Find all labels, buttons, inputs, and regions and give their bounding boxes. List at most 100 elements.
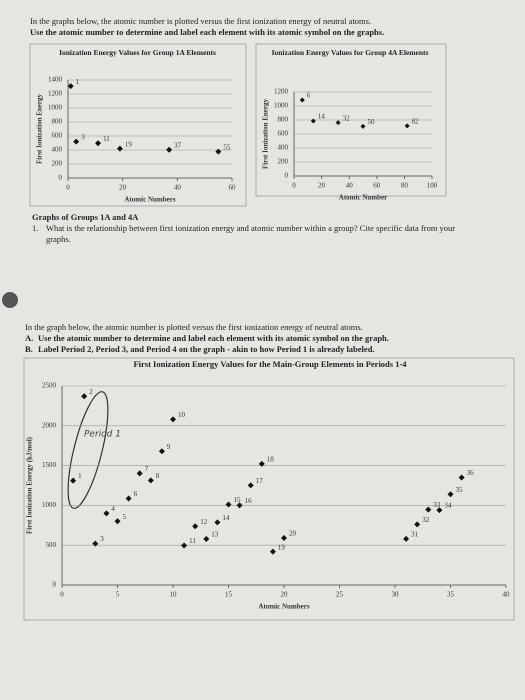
data-point: [447, 491, 454, 498]
item-letter: B.: [25, 344, 33, 354]
y-tick-label: 1200: [274, 88, 289, 96]
data-point: [92, 540, 99, 547]
point-label: 82: [412, 117, 420, 125]
intro-line: Use the atomic number to determine and l…: [30, 27, 385, 37]
data-point: [414, 521, 421, 528]
point-label: 50: [368, 118, 376, 126]
data-point: [203, 535, 210, 542]
data-point: [458, 474, 465, 481]
point-label: 15: [234, 496, 242, 504]
data-point: [425, 506, 432, 513]
y-axis-label: First Ionization Energy (kJ/mol): [26, 436, 34, 534]
item-text: Use the atomic number to determine and l…: [38, 333, 389, 343]
point-label: 16: [245, 497, 253, 505]
x-tick-label: 20: [119, 184, 127, 192]
y-tick-label: 200: [278, 158, 289, 166]
y-tick-label: 800: [278, 116, 289, 124]
point-label: 1: [78, 472, 82, 480]
point-label: 14: [318, 113, 326, 121]
question-text: What is the relationship between first i…: [46, 223, 456, 244]
x-tick-label: 0: [60, 591, 64, 599]
data-point: [70, 477, 77, 484]
x-tick-label: 0: [66, 184, 70, 192]
period-1-outline: [67, 391, 109, 509]
data-point: [103, 510, 110, 517]
data-point: [114, 518, 121, 525]
data-point: [67, 83, 74, 90]
x-axis-label: Atomic Number: [339, 194, 387, 202]
chart-title: Ionization Energy Values for Group 4A El…: [271, 48, 429, 57]
data-point: [258, 460, 265, 467]
point-label: 10: [178, 411, 186, 419]
point-label: 11: [189, 537, 196, 545]
x-tick-label: 60: [373, 182, 381, 190]
point-label: 35: [456, 486, 464, 494]
x-tick-label: 20: [281, 591, 289, 599]
y-tick-label: 2500: [42, 382, 57, 390]
data-point: [310, 118, 316, 124]
y-tick-label: 1000: [48, 104, 63, 112]
data-point: [404, 123, 410, 129]
y-tick-label: 1500: [42, 461, 57, 469]
point-label: 1: [76, 78, 80, 86]
point-label: 9: [167, 443, 171, 451]
point-label: 6: [307, 92, 311, 100]
x-tick-label: 15: [225, 591, 233, 599]
chart-frame: [255, 43, 447, 197]
intro-line: In the graphs below, the atomic number i…: [30, 16, 372, 26]
y-tick-label: 1400: [48, 76, 63, 84]
point-label: 17: [256, 477, 264, 485]
y-tick-label: 1000: [42, 501, 57, 509]
chart-frame: [23, 357, 515, 621]
x-tick-label: 35: [447, 591, 455, 599]
x-tick-label: 25: [336, 591, 344, 599]
instructions-intro: In the graph below, the atomic number is…: [25, 322, 363, 332]
x-tick-label: 40: [346, 182, 354, 190]
data-point: [181, 542, 188, 549]
point-label: 37: [174, 141, 182, 149]
data-point: [95, 140, 102, 147]
data-point: [335, 120, 341, 126]
point-label: 3: [81, 133, 85, 141]
y-tick-label: 1000: [274, 102, 289, 110]
data-point: [81, 393, 88, 400]
data-point: [73, 138, 80, 145]
question-number: 1.: [32, 223, 39, 233]
data-point: [170, 416, 176, 423]
point-label: 20: [289, 530, 297, 538]
point-label: 3: [100, 535, 104, 543]
point-label: 4: [111, 505, 115, 513]
annotation: Period 1: [84, 430, 121, 440]
y-tick-label: 400: [278, 144, 289, 152]
punch-hole: [2, 292, 18, 308]
data-point: [403, 535, 410, 542]
point-label: 6: [134, 490, 138, 498]
data-point: [247, 482, 254, 489]
data-point: [360, 123, 366, 129]
x-tick-label: 0: [292, 182, 296, 190]
chart-frame: [29, 43, 247, 207]
y-axis-label: First Ionization Energy: [262, 99, 270, 169]
data-point: [147, 477, 154, 484]
x-tick-label: 40: [503, 591, 511, 599]
data-point: [192, 523, 199, 530]
data-point: [236, 502, 243, 509]
x-axis-label: Atomic Numbers: [258, 603, 309, 611]
section-title: Graphs of Groups 1A and 4A: [32, 212, 139, 222]
data-point: [158, 448, 165, 455]
y-axis-label: First Ionization Energy: [36, 94, 44, 164]
y-tick-label: 600: [278, 130, 289, 138]
y-tick-label: 200: [52, 160, 63, 168]
x-tick-label: 100: [427, 182, 438, 190]
data-point: [225, 501, 232, 508]
x-tick-label: 10: [170, 591, 178, 599]
point-label: 34: [444, 502, 452, 510]
x-tick-label: 20: [318, 182, 326, 190]
y-tick-label: 0: [285, 172, 289, 180]
data-point: [281, 535, 287, 542]
x-tick-label: 60: [229, 184, 237, 192]
x-tick-label: 5: [116, 591, 120, 599]
data-point: [269, 548, 276, 555]
x-tick-label: 30: [392, 591, 400, 599]
point-label: 18: [267, 456, 275, 464]
